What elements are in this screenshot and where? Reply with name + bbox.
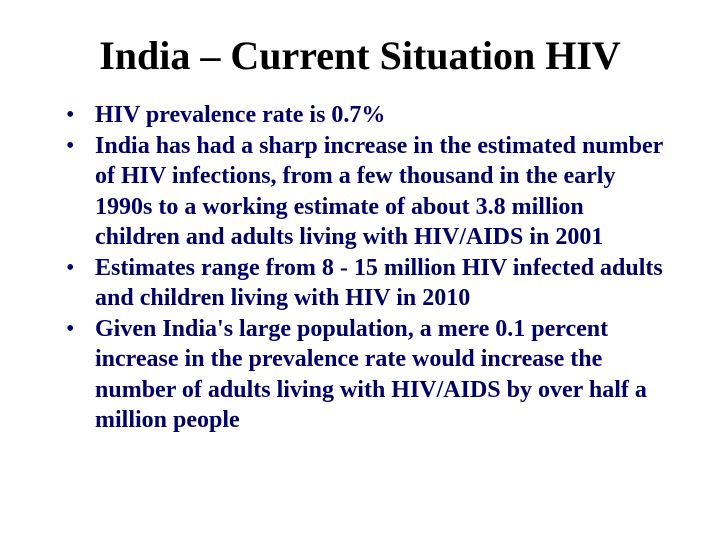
bullet-text: Given India's large population, a mere 0… [95,315,647,434]
bullet-item-population: • Given India's large population, a mere… [66,314,666,436]
bullet-item-prevalence: • HIV prevalence rate is 0.7% [66,100,666,131]
bullet-dot-icon: • [66,102,75,128]
bullet-text: HIV prevalence rate is 0.7% [95,102,386,128]
bullet-text: Estimates range from 8 - 15 million HIV … [95,254,663,312]
bullet-dot-icon: • [66,132,75,159]
bullet-dot-icon: • [66,254,75,281]
slide-title: India – Current Situation HIV [99,33,621,78]
bullet-item-estimates: • Estimates range from 8 - 15 million HI… [66,253,666,314]
bullet-text: India has had a sharp increase in the es… [95,132,663,251]
bullet-dot-icon: • [66,315,75,342]
bullet-list: • HIV prevalence rate is 0.7% • India ha… [66,100,666,436]
bullet-item-increase: • India has had a sharp increase in the … [66,131,666,253]
